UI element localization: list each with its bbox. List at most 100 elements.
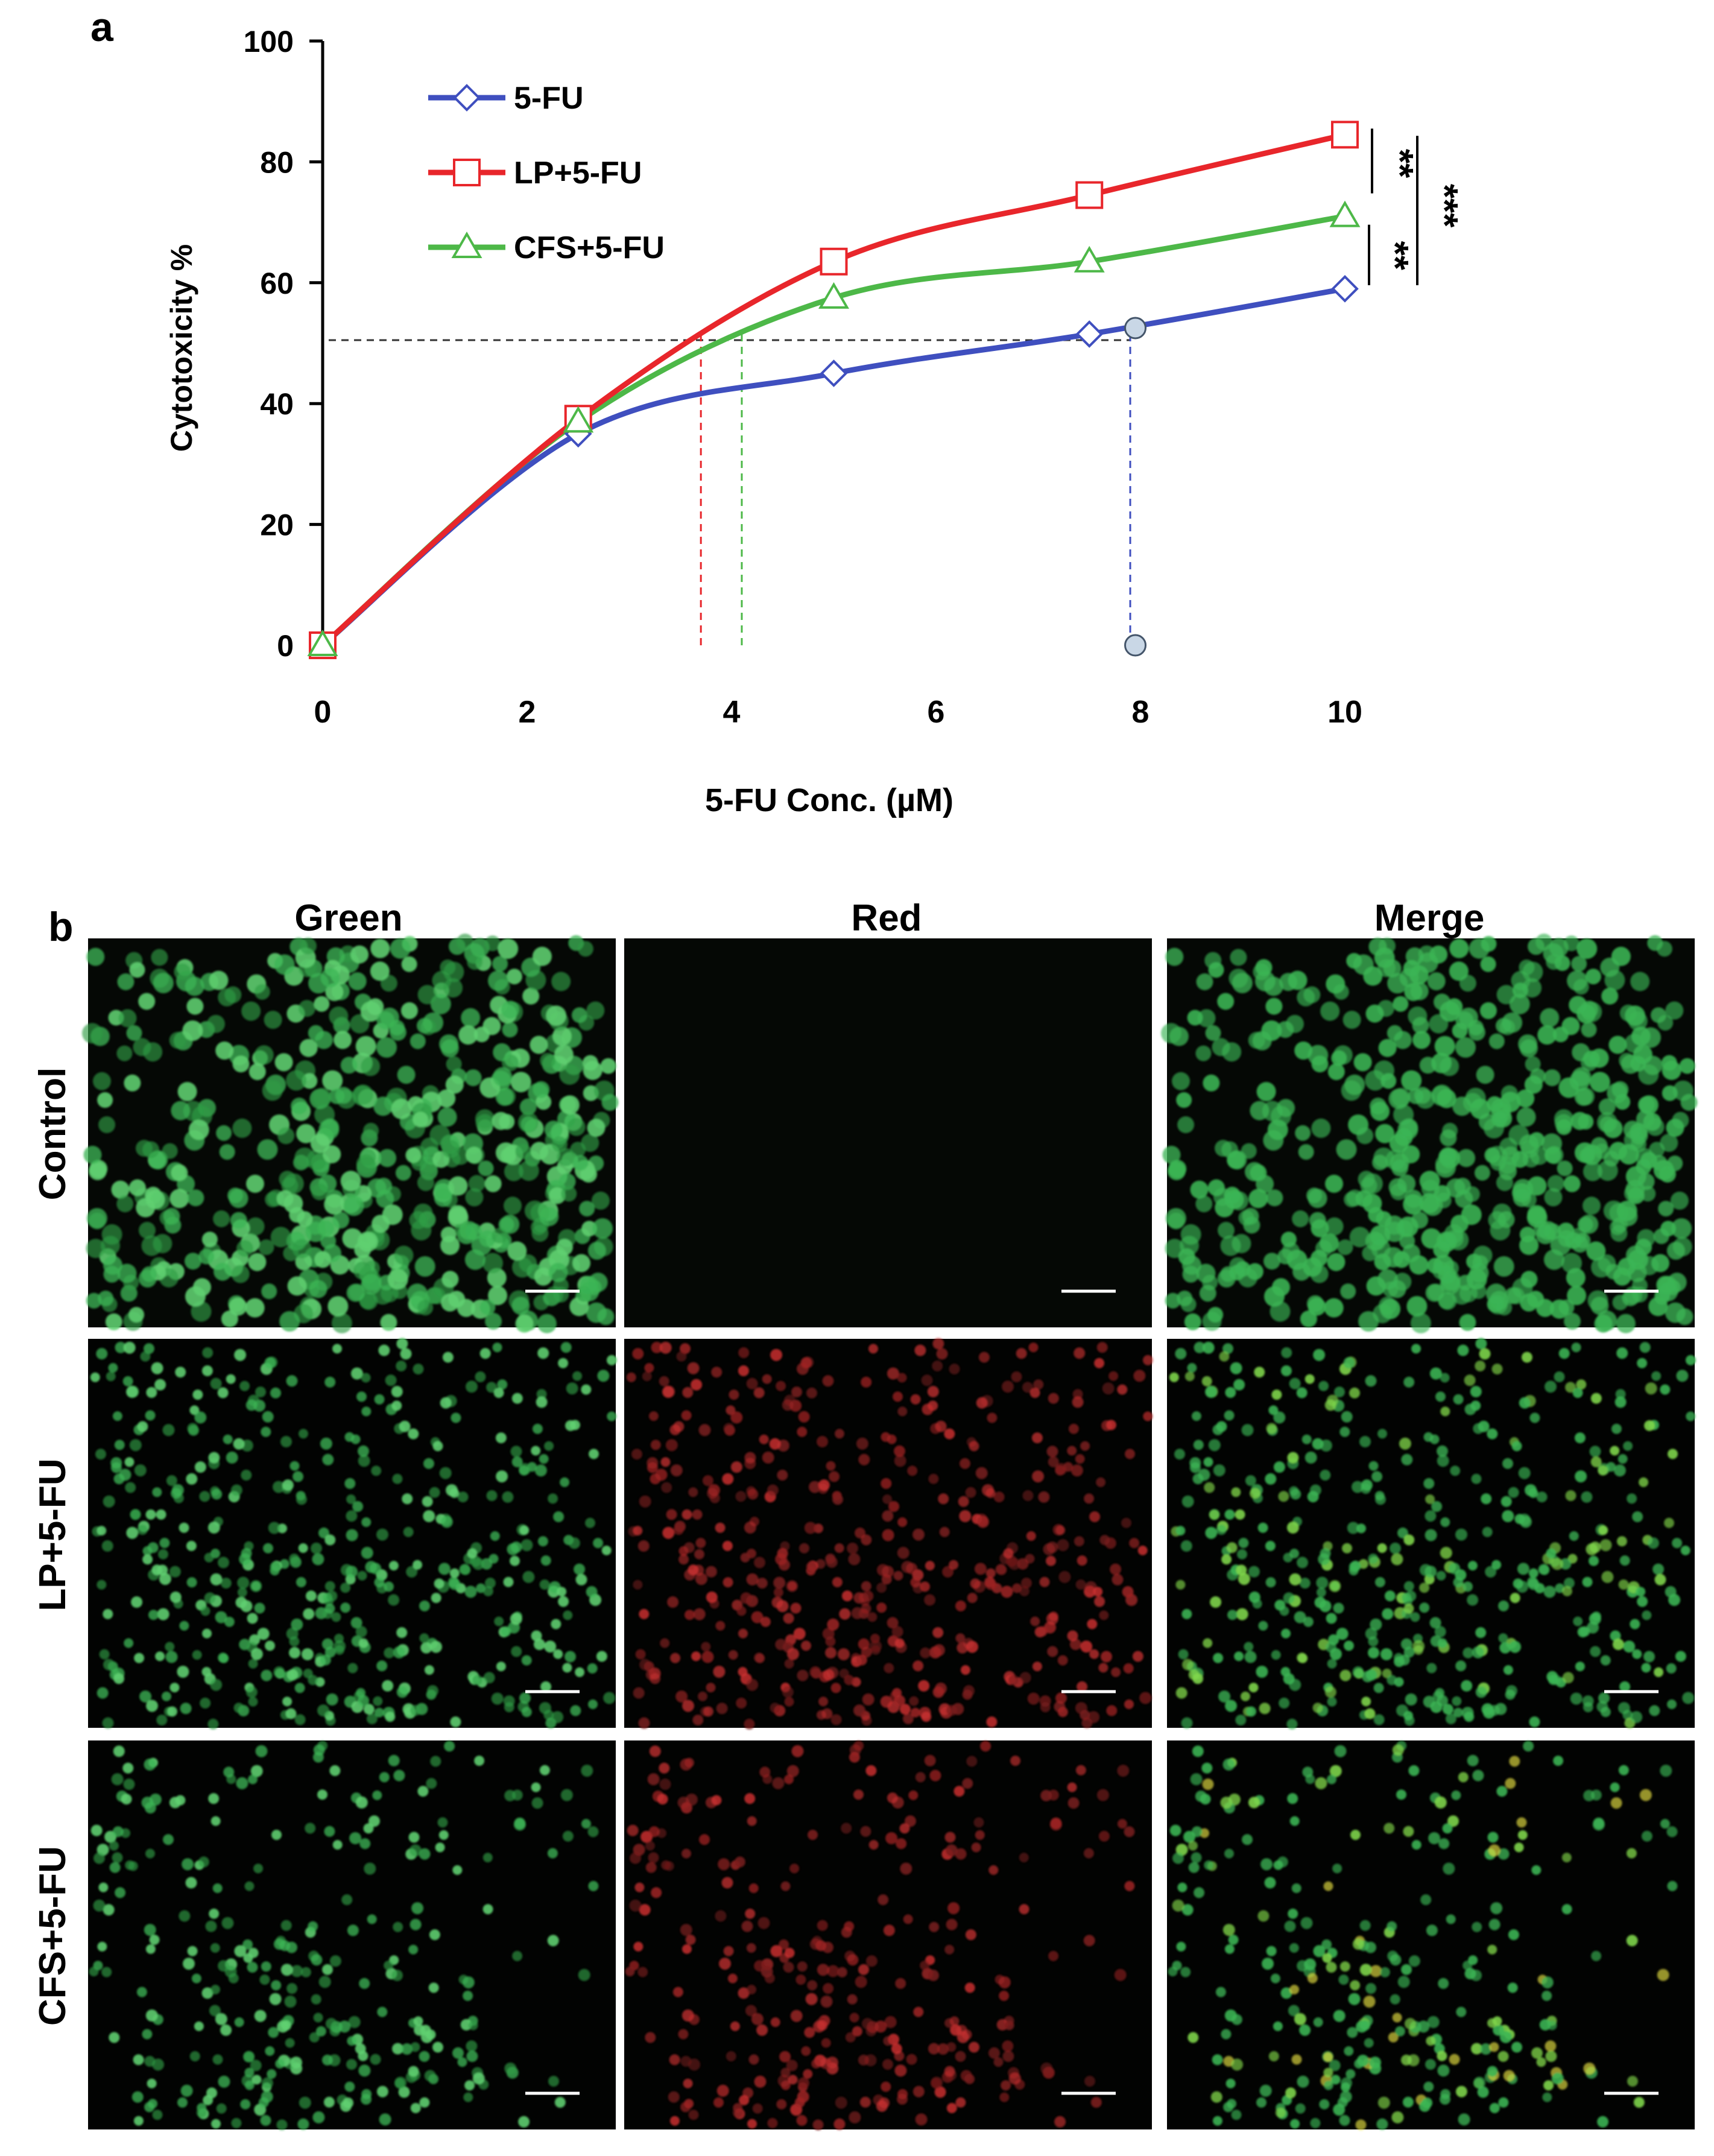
cell: [384, 1961, 394, 1970]
cell: [1543, 2080, 1554, 2091]
legend-label: CFS+5-FU: [514, 230, 665, 265]
cell: [1212, 2116, 1222, 2126]
cell: [1196, 1263, 1216, 1283]
cell: [1265, 1540, 1276, 1551]
cell: [1308, 1297, 1326, 1316]
cell: [881, 1432, 891, 1442]
y-tick-label: 80: [260, 145, 294, 179]
cell: [861, 1646, 872, 1658]
cell: [262, 1080, 283, 1101]
data-point-cfs-5-fu: [818, 282, 849, 309]
cell: [264, 1357, 276, 1369]
cell: [1365, 1669, 1377, 1681]
cell: [1300, 1310, 1317, 1327]
cell: [1439, 1001, 1460, 1022]
cell: [1273, 2021, 1283, 2031]
cell: [1292, 1262, 1311, 1281]
cell: [770, 1348, 783, 1361]
cell: [1660, 1765, 1672, 1777]
series-line-5-fu: [320, 286, 1348, 648]
cell: [945, 1844, 958, 1857]
cell: [767, 1484, 779, 1496]
cell: [1599, 1539, 1612, 1552]
cell: [770, 1702, 780, 1713]
cell: [868, 1344, 878, 1354]
cell: [1571, 956, 1587, 972]
cell: [1403, 1581, 1414, 1592]
cell: [1038, 1491, 1050, 1503]
cell: [912, 1660, 924, 1672]
cell: [944, 1428, 955, 1440]
cell: [645, 2032, 656, 2043]
cell: [1440, 1517, 1450, 1527]
cell: [682, 1386, 694, 1398]
cell: [450, 1716, 461, 1728]
cell: [1309, 1484, 1321, 1496]
cell: [1467, 1754, 1479, 1766]
cell: [419, 1848, 431, 1860]
cell: [1611, 946, 1631, 966]
cell: [560, 1095, 580, 1115]
cell: [942, 1566, 954, 1578]
cell: [844, 1921, 855, 1932]
cell: [457, 2057, 467, 2067]
cell: [1278, 1491, 1289, 1502]
cell: [488, 970, 508, 991]
cell: [1253, 963, 1270, 981]
cell: [548, 1187, 566, 1204]
cell: [130, 1510, 141, 1520]
cell: [754, 1557, 765, 1569]
cell: [1427, 2015, 1440, 2028]
cell: [1188, 1862, 1200, 1873]
cell: [592, 1218, 613, 1239]
cell: [1323, 2052, 1333, 2062]
cell: [1508, 1487, 1519, 1498]
cell: [798, 2077, 809, 2089]
cell: [1350, 1980, 1361, 1991]
cell: [1581, 1022, 1597, 1038]
cell: [1218, 1690, 1231, 1703]
cell: [730, 1411, 743, 1424]
cell: [145, 1944, 156, 1954]
cell: [1325, 1174, 1343, 1193]
cell: [1459, 1314, 1476, 1331]
cell: [1513, 1578, 1523, 1589]
cell: [1008, 1675, 1019, 1686]
cell: [1516, 1107, 1536, 1127]
cell: [727, 1973, 738, 1984]
cell: [1291, 1883, 1301, 1893]
cell: [1315, 1777, 1327, 1789]
cell: [179, 1910, 191, 1922]
cell: [1377, 1429, 1387, 1439]
cell: [1213, 1464, 1225, 1477]
cell: [402, 1493, 413, 1505]
cell: [558, 1596, 569, 1607]
cell: [397, 1066, 416, 1084]
cell: [1493, 1256, 1514, 1277]
cell: [548, 1263, 568, 1282]
cell: [893, 1570, 903, 1581]
cell: [1209, 1510, 1219, 1520]
cell: [565, 1420, 576, 1431]
cell: [865, 1955, 878, 1967]
panel-label-b: b: [48, 904, 74, 950]
cell: [839, 1608, 851, 1620]
cell: [478, 1160, 494, 1177]
cell: [894, 2050, 905, 2061]
cell: [784, 1658, 794, 1669]
cell: [503, 1576, 514, 1587]
cell: [1408, 1088, 1424, 1104]
cell: [241, 1001, 261, 1021]
cell: [277, 2020, 289, 2033]
cell: [1169, 1824, 1181, 1836]
cell: [448, 1176, 468, 1196]
cell: [1273, 1461, 1285, 1473]
cell: [1238, 1573, 1250, 1585]
cell: [1471, 2043, 1482, 2055]
cell: [786, 2060, 798, 2072]
cell: [103, 1904, 115, 1916]
cell: [254, 1045, 274, 1065]
cell: [430, 1756, 441, 1767]
cell: [1397, 1527, 1408, 1538]
cell: [1057, 1707, 1068, 1718]
